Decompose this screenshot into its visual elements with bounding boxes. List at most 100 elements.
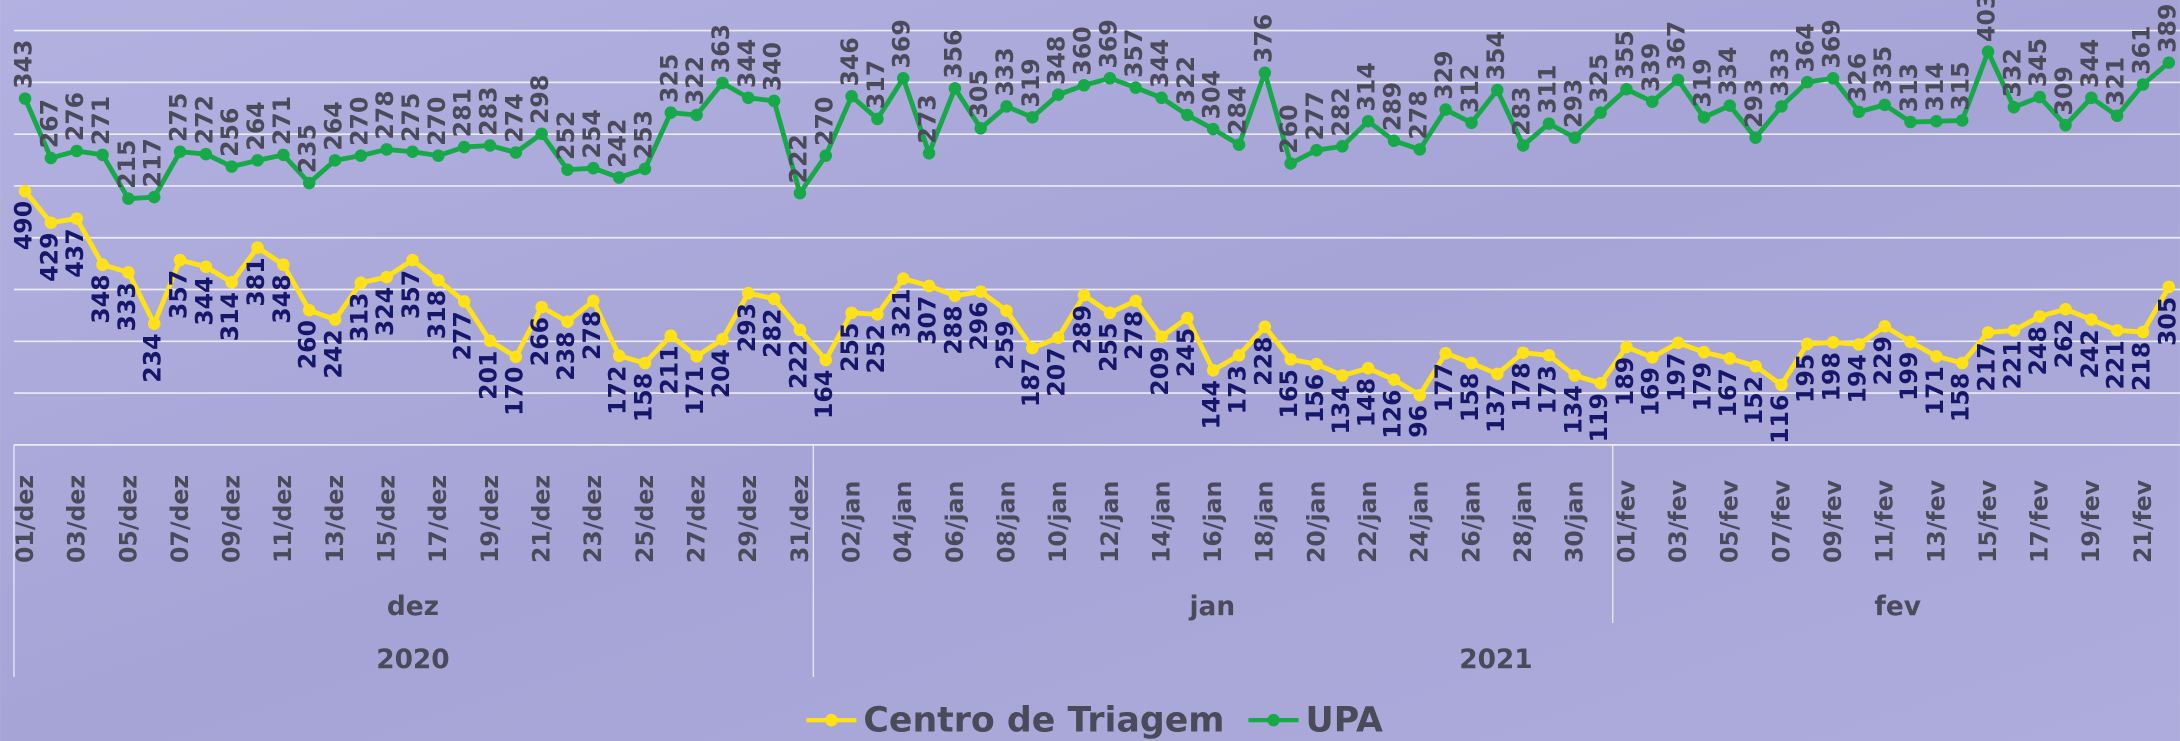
data-point — [174, 145, 187, 158]
data-point — [355, 149, 368, 162]
data-point — [561, 163, 574, 176]
data-label: 264 — [320, 101, 348, 150]
data-label: 437 — [61, 228, 89, 277]
data-label: 277 — [1301, 91, 1329, 140]
data-label: 293 — [1740, 79, 1768, 128]
month-label: dez — [387, 591, 439, 622]
data-label: 318 — [423, 290, 451, 339]
data-point — [458, 141, 471, 154]
data-label: 242 — [2076, 329, 2104, 378]
data-point — [1284, 157, 1297, 170]
data-point — [819, 354, 832, 367]
data-label: 158 — [1947, 373, 1975, 422]
x-tick-label: 21/fev — [2129, 479, 2157, 563]
data-point — [1930, 350, 1943, 363]
data-point — [1078, 79, 1091, 92]
data-point — [303, 304, 316, 317]
data-point — [819, 149, 832, 162]
data-point — [535, 128, 548, 141]
data-label: 156 — [1301, 374, 1329, 423]
data-label: 296 — [965, 301, 993, 350]
data-label: 344 — [733, 39, 761, 88]
data-point — [277, 258, 290, 271]
data-label: 348 — [87, 274, 115, 323]
data-label: 272 — [190, 95, 218, 144]
data-label: 253 — [629, 110, 657, 159]
data-point — [1982, 326, 1995, 339]
data-label: 273 — [914, 94, 942, 143]
data-label: 307 — [914, 296, 942, 345]
data-point — [2163, 56, 2176, 69]
data-label: 348 — [268, 274, 296, 323]
data-label: 238 — [552, 331, 580, 380]
data-point — [1620, 341, 1633, 354]
data-label: 252 — [862, 324, 890, 373]
data-point — [122, 266, 135, 279]
data-label: 348 — [1043, 36, 1071, 85]
data-point — [1930, 115, 1943, 128]
data-point — [1078, 289, 1091, 302]
data-label: 283 — [1508, 86, 1536, 135]
data-label: 343 — [10, 40, 38, 89]
data-label: 311 — [1533, 65, 1561, 114]
month-label: fev — [1874, 591, 1921, 622]
data-label: 309 — [2050, 66, 2078, 115]
data-label: 278 — [1120, 311, 1148, 360]
data-label: 355 — [1611, 30, 1639, 79]
data-label: 319 — [1017, 58, 1045, 107]
data-point — [794, 324, 807, 337]
data-label: 187 — [1017, 358, 1045, 407]
x-tick-label: 29/dez — [734, 475, 762, 563]
x-tick-label: 31/dez — [786, 475, 814, 563]
data-label: 369 — [888, 19, 916, 68]
data-point — [510, 351, 523, 364]
x-tick-label: 01/dez — [11, 475, 39, 563]
data-label: 332 — [1998, 48, 2026, 97]
data-label: 270 — [345, 97, 373, 146]
data-point — [1129, 81, 1142, 94]
data-label: 278 — [371, 90, 399, 139]
data-label: 321 — [888, 288, 916, 337]
data-point — [148, 191, 161, 204]
data-label: 335 — [1869, 46, 1897, 95]
data-point — [45, 216, 58, 229]
data-point — [587, 162, 600, 175]
data-point — [1543, 117, 1556, 130]
x-tick-label: 17/fev — [2026, 479, 2054, 563]
data-point — [1620, 83, 1633, 96]
data-point — [716, 77, 729, 90]
legend-marker — [1267, 714, 1280, 727]
data-point — [1672, 74, 1685, 87]
data-label: 198 — [1818, 352, 1846, 401]
x-tick-label: 04/jan — [889, 481, 917, 563]
data-label: 137 — [1482, 384, 1510, 433]
data-point — [1052, 331, 1065, 344]
x-tick-label: 09/fev — [1819, 479, 1847, 563]
data-label: 283 — [474, 86, 502, 135]
data-point — [1749, 131, 1762, 144]
data-point — [1181, 109, 1194, 122]
x-tick-label: 21/dez — [528, 475, 556, 563]
data-label: 282 — [759, 309, 787, 358]
data-point — [1465, 357, 1478, 370]
data-label: 217 — [139, 138, 167, 187]
x-tick-label: 17/dez — [424, 475, 452, 563]
data-label: 177 — [1430, 363, 1458, 412]
data-label: 126 — [1378, 389, 1406, 438]
data-label: 218 — [2128, 342, 2156, 391]
data-point — [380, 143, 393, 156]
data-point — [510, 146, 523, 159]
data-point — [1465, 117, 1478, 130]
data-label: 357 — [397, 270, 425, 319]
data-point — [432, 274, 445, 287]
data-label: 357 — [165, 270, 193, 319]
data-label: 289 — [1069, 305, 1097, 354]
data-label: 254 — [578, 109, 606, 158]
data-label: 158 — [629, 373, 657, 422]
data-label: 199 — [1895, 352, 1923, 401]
data-point — [897, 272, 910, 285]
data-label: 171 — [681, 366, 709, 415]
data-point — [1000, 304, 1013, 317]
data-point — [613, 171, 626, 184]
data-point — [923, 280, 936, 293]
